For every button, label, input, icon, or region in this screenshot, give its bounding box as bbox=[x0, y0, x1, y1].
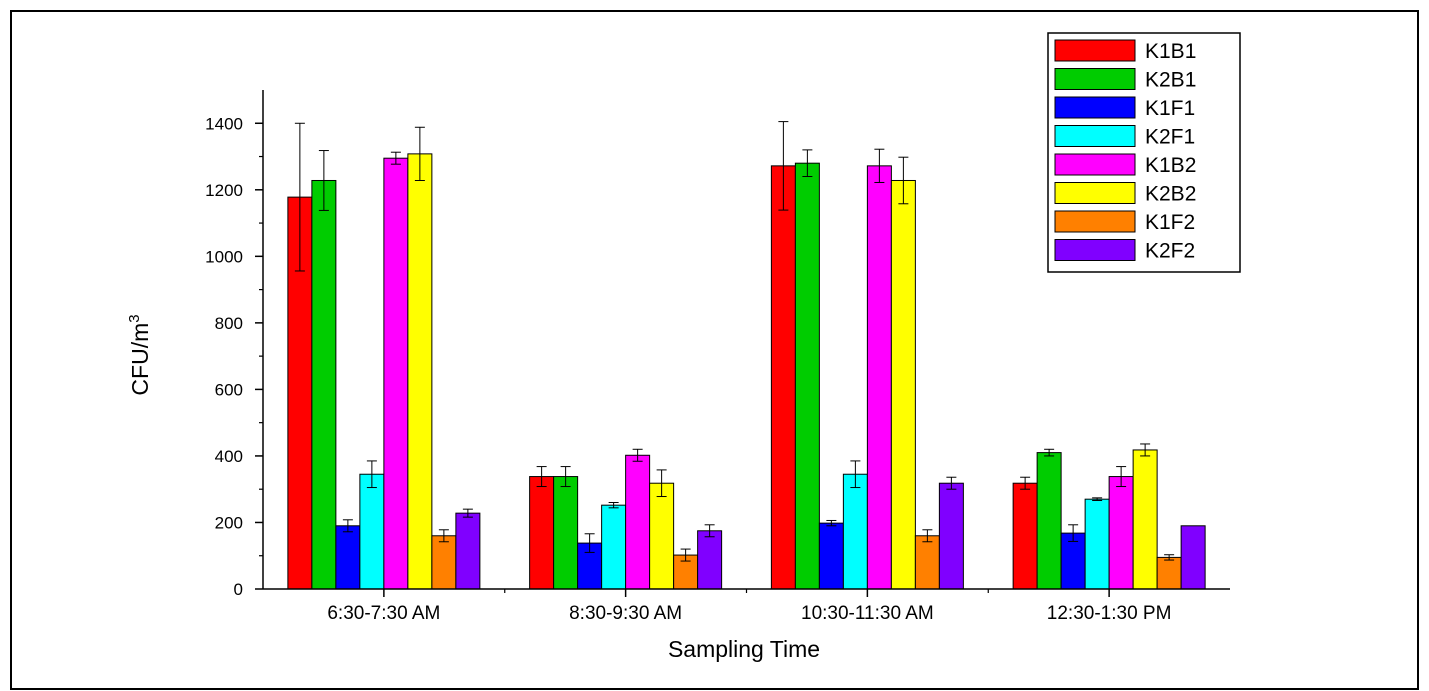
legend-swatch bbox=[1054, 210, 1136, 233]
y-tick-label: 1200 bbox=[205, 181, 243, 200]
legend-swatch bbox=[1054, 68, 1136, 90]
bar bbox=[866, 165, 892, 590]
legend-swatch bbox=[1054, 96, 1136, 119]
bar bbox=[383, 157, 409, 590]
y-tick-label: 1000 bbox=[205, 247, 243, 266]
y-tick-label: 0 bbox=[234, 580, 243, 599]
ticks-layer: 0 200 400 600 800 1000 1200 1400 6:30-7:30 AM 8:3… bbox=[205, 114, 1171, 624]
legend-label: K1B1 bbox=[1145, 40, 1196, 63]
legend-swatch bbox=[1054, 239, 1136, 261]
bar bbox=[697, 530, 723, 590]
y-tick-label: 800 bbox=[215, 314, 243, 333]
legend-label: K1F2 bbox=[1145, 211, 1195, 234]
bar bbox=[625, 454, 651, 590]
y-axis-title-superscript: 3 bbox=[126, 314, 143, 322]
legend-label: K2F1 bbox=[1145, 126, 1195, 149]
bar bbox=[938, 482, 964, 590]
y-tick-label: 1400 bbox=[205, 114, 243, 133]
bar bbox=[914, 535, 940, 590]
bar bbox=[890, 179, 916, 590]
bar bbox=[311, 179, 337, 590]
bar bbox=[1108, 476, 1134, 590]
legend: K1B1 K2B1 K1F1 K2F1 K1B2 K2B2 K1F2 K2F2 bbox=[1047, 32, 1241, 273]
bar bbox=[794, 162, 820, 590]
bar bbox=[842, 473, 868, 590]
bar bbox=[649, 482, 675, 590]
bar bbox=[407, 153, 433, 590]
y-tick-label: 600 bbox=[215, 380, 243, 399]
x-tick-label: 6:30-7:30 AM bbox=[327, 603, 440, 624]
x-tick-label: 12:30-1:30 PM bbox=[1047, 603, 1172, 624]
legend-swatch bbox=[1054, 125, 1136, 147]
y-tick-label: 400 bbox=[215, 447, 243, 466]
y-axis-title-main: CFU/m bbox=[127, 323, 153, 396]
y-tick-label: 200 bbox=[215, 513, 243, 532]
bar bbox=[335, 525, 361, 590]
legend-label: K1B2 bbox=[1145, 154, 1196, 177]
bar bbox=[455, 512, 481, 590]
legend-swatch bbox=[1054, 153, 1136, 176]
bar bbox=[553, 476, 579, 590]
bar bbox=[431, 535, 457, 590]
legend-label: K2F2 bbox=[1145, 240, 1195, 263]
bar bbox=[1012, 482, 1038, 590]
bars-layer bbox=[287, 121, 1206, 590]
bar bbox=[818, 522, 844, 590]
bar bbox=[529, 476, 555, 590]
bar bbox=[601, 504, 627, 590]
legend-label: K2B2 bbox=[1145, 183, 1196, 206]
bar bbox=[1180, 525, 1206, 590]
legend-label: K1F1 bbox=[1145, 97, 1195, 120]
legend-label: K2B1 bbox=[1145, 69, 1196, 92]
x-axis-title: Sampling Time bbox=[668, 636, 820, 662]
bar bbox=[1084, 498, 1110, 590]
bar bbox=[359, 473, 385, 590]
legend-swatch bbox=[1054, 39, 1136, 62]
x-tick-label: 10:30-11:30 AM bbox=[801, 603, 934, 624]
bar bbox=[1156, 556, 1182, 590]
bar bbox=[1132, 449, 1158, 590]
y-axis-title: CFU/m3 bbox=[126, 314, 153, 395]
x-tick-label: 8:30-9:30 AM bbox=[569, 603, 682, 624]
legend-swatch bbox=[1054, 182, 1136, 204]
bar bbox=[770, 165, 796, 590]
bar bbox=[1036, 452, 1062, 590]
